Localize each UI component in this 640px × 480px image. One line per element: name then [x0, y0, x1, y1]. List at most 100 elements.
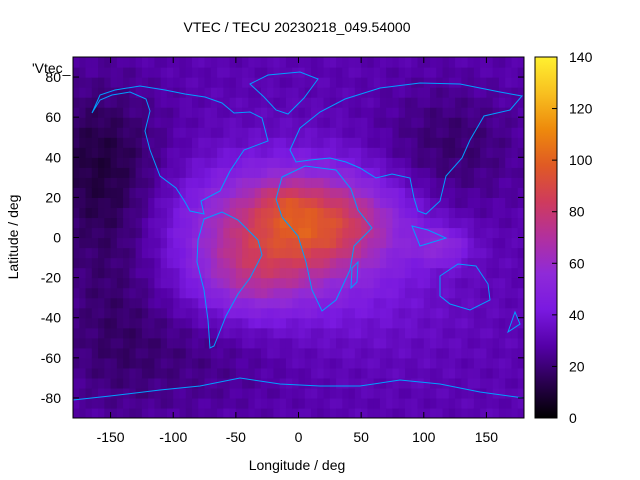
- heatmap-cell: [298, 407, 306, 418]
- heatmap-cell: [423, 357, 431, 369]
- heatmap-cell: [116, 117, 124, 128]
- heatmap-cell: [436, 157, 444, 168]
- heatmap-cell: [436, 197, 444, 209]
- heatmap-cell: [279, 237, 287, 249]
- heatmap-cell: [166, 337, 174, 349]
- heatmap-cell: [173, 227, 181, 239]
- heatmap-cell: [148, 67, 156, 78]
- heatmap-cell: [242, 147, 249, 158]
- heatmap-cell: [342, 127, 350, 138]
- heatmap-cell: [160, 237, 168, 249]
- heatmap-cell: [179, 337, 187, 349]
- heatmap-cell: [110, 217, 118, 229]
- heatmap-cell: [104, 267, 112, 279]
- heatmap-cell: [517, 367, 524, 379]
- heatmap-cell: [204, 347, 212, 359]
- heatmap-cell: [192, 127, 199, 138]
- heatmap-cell: [329, 257, 337, 269]
- heatmap-cell: [467, 297, 475, 309]
- heatmap-cell: [386, 397, 394, 409]
- heatmap-cell: [123, 77, 130, 88]
- heatmap-cell: [217, 167, 224, 178]
- heatmap-cell: [511, 337, 519, 349]
- heatmap-cell: [336, 257, 343, 269]
- colorbar-tick-label: 60: [569, 255, 585, 271]
- heatmap-cell: [116, 67, 124, 78]
- heatmap-cell: [260, 247, 268, 259]
- heatmap-cell: [166, 67, 174, 78]
- heatmap-cell: [492, 127, 500, 138]
- heatmap-cell: [298, 137, 306, 148]
- heatmap-cell: [254, 177, 262, 188]
- heatmap-cell: [148, 267, 156, 279]
- heatmap-cell: [361, 367, 368, 379]
- heatmap-cell: [260, 287, 268, 299]
- heatmap-cell: [154, 407, 162, 418]
- heatmap-cell: [223, 267, 231, 279]
- heatmap-cell: [260, 227, 268, 239]
- heatmap-cell: [311, 57, 318, 68]
- heatmap-cell: [79, 307, 87, 319]
- heatmap-cell: [116, 187, 124, 198]
- heatmap-cell: [173, 287, 181, 299]
- heatmap-cell: [73, 217, 80, 229]
- heatmap-cell: [342, 277, 350, 289]
- heatmap-cell: [79, 77, 87, 88]
- heatmap-cell: [411, 197, 419, 209]
- heatmap-cell: [192, 337, 199, 349]
- heatmap-cell: [511, 227, 519, 239]
- heatmap-cell: [210, 167, 218, 178]
- heatmap-cell: [85, 247, 93, 259]
- heatmap-cell: [423, 77, 431, 88]
- heatmap-cell: [430, 337, 437, 349]
- heatmap-cell: [210, 307, 218, 319]
- heatmap-cell: [279, 127, 287, 138]
- heatmap-cell: [185, 387, 193, 399]
- heatmap-cell: [210, 277, 218, 289]
- heatmap-cell: [317, 267, 325, 279]
- heatmap-cell: [285, 377, 293, 389]
- heatmap-cell: [279, 97, 287, 108]
- heatmap-cell: [273, 67, 281, 78]
- heatmap-cell: [210, 217, 218, 229]
- heatmap-cell: [292, 317, 300, 329]
- y-tick-label: 0: [53, 230, 61, 246]
- heatmap-cell: [373, 267, 381, 279]
- heatmap-cell: [386, 117, 394, 128]
- heatmap-cell: [166, 367, 174, 379]
- heatmap-cell: [198, 177, 206, 188]
- heatmap-cell: [73, 67, 80, 78]
- heatmap-cell: [354, 227, 362, 239]
- heatmap-cell: [498, 207, 506, 219]
- heatmap-cell: [154, 77, 162, 88]
- heatmap-cell: [98, 377, 105, 389]
- heatmap-cell: [505, 187, 513, 198]
- heatmap-cell: [461, 237, 469, 249]
- heatmap-cell: [386, 57, 394, 68]
- heatmap-cell: [336, 57, 343, 68]
- heatmap-cell: [242, 317, 249, 329]
- heatmap-cell: [110, 327, 118, 339]
- heatmap-cell: [98, 347, 105, 359]
- heatmap-cell: [367, 117, 375, 128]
- heatmap-cell: [73, 127, 80, 138]
- heatmap-cell: [404, 257, 412, 269]
- heatmap-cell: [260, 217, 268, 229]
- heatmap-cell: [498, 197, 506, 209]
- heatmap-cell: [298, 177, 306, 188]
- heatmap-cell: [229, 197, 237, 209]
- heatmap-cell: [342, 187, 350, 198]
- heatmap-cell: [166, 107, 174, 118]
- heatmap-cell: [511, 107, 519, 118]
- heatmap-cell: [179, 327, 187, 339]
- heatmap-cell: [242, 77, 249, 88]
- heatmap-cell: [173, 217, 181, 229]
- heatmap-cell: [354, 97, 362, 108]
- heatmap-cell: [129, 297, 137, 309]
- heatmap-cell: [148, 217, 156, 229]
- heatmap-cell: [498, 167, 506, 178]
- heatmap-cell: [329, 137, 337, 148]
- heatmap-cell: [79, 187, 87, 198]
- heatmap-cell: [492, 137, 500, 148]
